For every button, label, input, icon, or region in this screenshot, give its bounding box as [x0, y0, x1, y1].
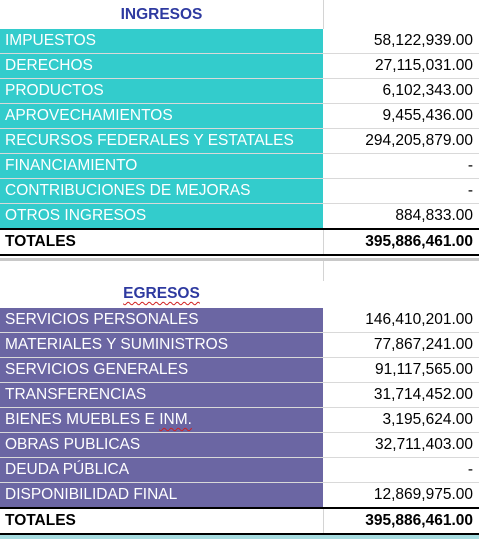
egresos-value-transferencias[interactable]: 31,714,452.00: [373, 386, 473, 403]
ingresos-value-recursos[interactable]: 294,205,879.00: [365, 132, 473, 149]
table-row: DISPONIBILIDAD FINAL 12,869,975.00: [0, 483, 479, 507]
table-row: APROVECHAMIENTOS 9,455,436.00: [0, 104, 479, 129]
ingresos-title-row: INGRESOS: [0, 2, 479, 28]
egresos-value-servicios-personales[interactable]: 146,410,201.00: [365, 311, 473, 328]
egresos-title-text: EGRESOS: [123, 285, 200, 302]
table-row: SERVICIOS PERSONALES 146,410,201.00: [0, 308, 479, 333]
ingresos-title[interactable]: INGRESOS: [120, 6, 203, 23]
ingresos-value-impuestos[interactable]: 58,122,939.00: [373, 32, 473, 49]
ingresos-total-value[interactable]: 395,886,461.00: [365, 233, 473, 250]
divider: [323, 261, 324, 281]
table-row: PRODUCTOS 6,102,343.00: [0, 79, 479, 104]
egresos-value-obras[interactable]: 32,711,403.00: [375, 436, 473, 453]
ingresos-label-productos[interactable]: PRODUCTOS: [0, 79, 323, 103]
egresos-label-materiales[interactable]: MATERIALES Y SUMINISTROS: [0, 333, 323, 357]
table-row: DERECHOS 27,115,031.00: [0, 54, 479, 79]
bienes-label-flagged-text: INM.: [159, 411, 192, 428]
table-row: SERVICIOS GENERALES 91,117,565.00: [0, 358, 479, 383]
divider: [0, 507, 479, 509]
table-row: OTROS INGRESOS 884,833.00: [0, 204, 479, 228]
divider: [0, 533, 479, 535]
table-row: DEUDA PÚBLICA -: [0, 458, 479, 483]
ingresos-label-recursos[interactable]: RECURSOS FEDERALES Y ESTATALES: [0, 129, 323, 153]
egresos-title-empty-cell[interactable]: [323, 281, 479, 307]
ingresos-value-contribuciones[interactable]: -: [467, 182, 473, 199]
egresos-value-servicios-generales[interactable]: 91,117,565.00: [375, 361, 473, 378]
ingresos-value-derechos[interactable]: 27,115,031.00: [375, 57, 473, 74]
egresos-total-row: TOTALES 395,886,461.00: [0, 509, 479, 533]
egresos-value-deuda[interactable]: -: [467, 461, 473, 478]
table-row: BIENES MUEBLES E INM. 3,195,624.00: [0, 408, 479, 433]
ingresos-label-aprovechamientos[interactable]: APROVECHAMIENTOS: [0, 104, 323, 128]
divider: [0, 258, 479, 261]
table-row: CONTRIBUCIONES DE MEJORAS -: [0, 179, 479, 204]
table-row: FINANCIAMIENTO -: [0, 154, 479, 179]
egresos-label-servicios-generales[interactable]: SERVICIOS GENERALES: [0, 358, 323, 382]
egresos-label-obras[interactable]: OBRAS PUBLICAS: [0, 433, 323, 457]
egresos-label-bienes[interactable]: BIENES MUEBLES E INM.: [0, 408, 323, 432]
ingresos-value-financiamiento[interactable]: -: [467, 157, 473, 174]
ingresos-total-label[interactable]: TOTALES: [5, 233, 76, 250]
divider: [0, 228, 479, 230]
egresos-value-disponibilidad[interactable]: 12,869,975.00: [373, 486, 473, 503]
egresos-total-value[interactable]: 395,886,461.00: [365, 512, 473, 529]
ingresos-value-productos[interactable]: 6,102,343.00: [382, 82, 473, 99]
egresos-value-materiales[interactable]: 77,867,241.00: [373, 336, 473, 353]
ingresos-label-impuestos[interactable]: IMPUESTOS: [0, 29, 323, 53]
egresos-value-bienes[interactable]: 3,195,624.00: [382, 411, 473, 428]
ingresos-total-row: TOTALES 395,886,461.00: [0, 230, 479, 254]
divider: [323, 509, 324, 533]
egresos-title[interactable]: EGRESOS: [0, 281, 323, 307]
egresos-total-label[interactable]: TOTALES: [5, 512, 76, 529]
divider: [0, 535, 479, 539]
table-row: MATERIALES Y SUMINISTROS 77,867,241.00: [0, 333, 479, 358]
divider: [323, 230, 324, 254]
egresos-title-row: EGRESOS: [0, 281, 479, 307]
egresos-label-deuda[interactable]: DEUDA PÚBLICA: [0, 458, 323, 482]
ingresos-label-financiamiento[interactable]: FINANCIAMIENTO: [0, 154, 323, 178]
table-row: TRANSFERENCIAS 31,714,452.00: [0, 383, 479, 408]
ingresos-label-otros[interactable]: OTROS INGRESOS: [0, 204, 323, 228]
ingresos-label-derechos[interactable]: DERECHOS: [0, 54, 323, 78]
ingresos-value-otros[interactable]: 884,833.00: [395, 207, 473, 224]
bienes-label-text: BIENES MUEBLES E: [5, 411, 160, 428]
egresos-label-servicios-personales[interactable]: SERVICIOS PERSONALES: [0, 308, 323, 332]
ingresos-label-contribuciones[interactable]: CONTRIBUCIONES DE MEJORAS: [0, 179, 323, 203]
divider: [323, 0, 324, 29]
table-row: IMPUESTOS 58,122,939.00: [0, 29, 479, 54]
egresos-label-transferencias[interactable]: TRANSFERENCIAS: [0, 383, 323, 407]
divider: [0, 254, 479, 256]
table-row: OBRAS PUBLICAS 32,711,403.00: [0, 433, 479, 458]
table-row: RECURSOS FEDERALES Y ESTATALES 294,205,8…: [0, 129, 479, 154]
ingresos-title-empty-cell[interactable]: [323, 2, 479, 28]
egresos-label-disponibilidad[interactable]: DISPONIBILIDAD FINAL: [0, 483, 323, 507]
ingresos-value-aprovechamientos[interactable]: 9,455,436.00: [382, 107, 473, 124]
